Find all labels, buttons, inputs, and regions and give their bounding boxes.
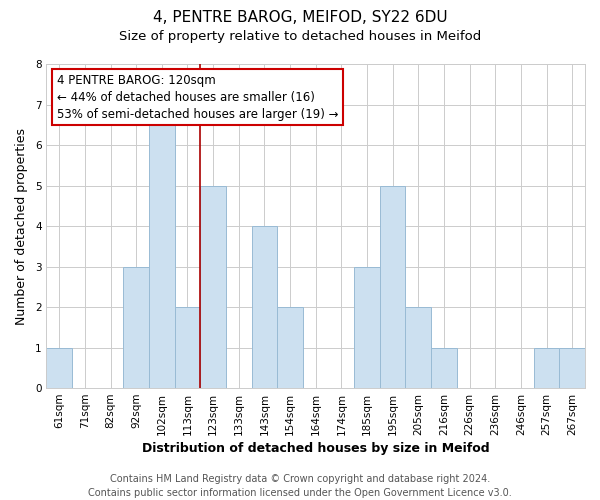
Bar [277, 307, 303, 388]
Bar [251, 226, 277, 388]
Bar [534, 348, 559, 388]
Bar [175, 307, 200, 388]
Bar [354, 266, 380, 388]
Bar [380, 186, 406, 388]
Text: Contains HM Land Registry data © Crown copyright and database right 2024.
Contai: Contains HM Land Registry data © Crown c… [88, 474, 512, 498]
Bar [406, 307, 431, 388]
Bar [200, 186, 226, 388]
Text: 4, PENTRE BAROG, MEIFOD, SY22 6DU: 4, PENTRE BAROG, MEIFOD, SY22 6DU [152, 10, 448, 25]
X-axis label: Distribution of detached houses by size in Meifod: Distribution of detached houses by size … [142, 442, 490, 455]
Text: Size of property relative to detached houses in Meifod: Size of property relative to detached ho… [119, 30, 481, 43]
Bar [559, 348, 585, 388]
Bar [124, 266, 149, 388]
Y-axis label: Number of detached properties: Number of detached properties [15, 128, 28, 324]
Bar [46, 348, 72, 388]
Bar [149, 104, 175, 388]
Text: 4 PENTRE BAROG: 120sqm
← 44% of detached houses are smaller (16)
53% of semi-det: 4 PENTRE BAROG: 120sqm ← 44% of detached… [57, 74, 339, 120]
Bar [431, 348, 457, 388]
